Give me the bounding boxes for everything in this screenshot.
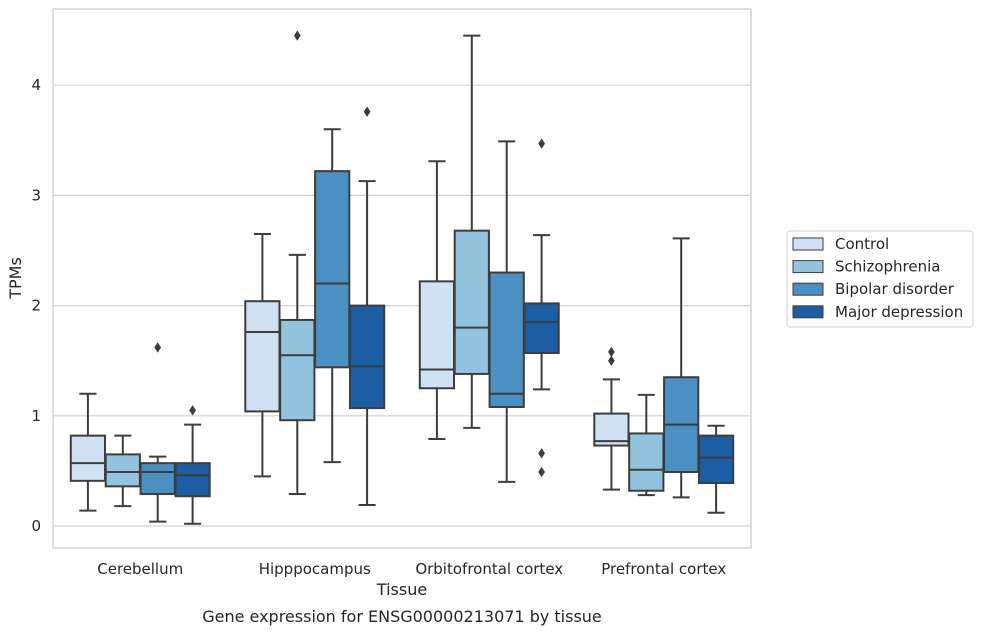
x-tick-label: Cerebellum bbox=[97, 560, 183, 578]
outlier-point bbox=[538, 448, 545, 459]
box-3-0 bbox=[593, 346, 630, 491]
iqr-box bbox=[314, 170, 351, 369]
x-tick-label: Hipppocampus bbox=[259, 560, 371, 578]
y-axis-label: TPMs bbox=[6, 257, 25, 300]
box-1-1 bbox=[279, 30, 316, 496]
outlier-point bbox=[189, 405, 196, 416]
outlier-point bbox=[293, 30, 301, 41]
box-2-3 bbox=[523, 138, 560, 478]
legend-swatch bbox=[792, 305, 824, 319]
y-tick-label: 3 bbox=[31, 186, 41, 204]
plot-area-frame bbox=[52, 8, 752, 549]
box-0-2 bbox=[139, 342, 176, 523]
iqr-box bbox=[453, 229, 490, 375]
iqr-box bbox=[139, 462, 176, 496]
box-1-0 bbox=[244, 232, 281, 478]
legend-label: Control bbox=[835, 235, 889, 253]
box-3-3 bbox=[697, 424, 735, 514]
box-plot-series bbox=[69, 30, 735, 525]
box-1-3 bbox=[348, 106, 386, 507]
iqr-box bbox=[69, 434, 107, 482]
box-0-3 bbox=[174, 405, 211, 525]
iqr-box bbox=[697, 434, 735, 485]
outlier-point bbox=[154, 342, 162, 353]
outlier-point bbox=[538, 466, 545, 478]
y-tick-label: 0 bbox=[31, 517, 41, 535]
y-axis-ticks: 0 1 2 3 4 bbox=[31, 76, 41, 535]
box-2-2 bbox=[488, 140, 525, 483]
legend-swatch bbox=[792, 260, 824, 274]
outlier-point bbox=[538, 138, 545, 149]
legend-swatch bbox=[792, 282, 824, 296]
iqr-box bbox=[628, 432, 665, 492]
figure-caption: Gene expression for ENSG00000213071 by t… bbox=[202, 607, 602, 626]
outlier-point bbox=[608, 346, 615, 358]
outlier-point bbox=[608, 355, 615, 366]
box-1-2 bbox=[314, 128, 351, 464]
y-tick-label: 1 bbox=[31, 407, 41, 425]
iqr-box bbox=[348, 304, 386, 410]
x-axis-label: Tissue bbox=[376, 580, 427, 599]
box-2-0 bbox=[418, 160, 456, 440]
box-0-0 bbox=[69, 392, 107, 512]
iqr-box bbox=[174, 462, 211, 498]
iqr-box bbox=[418, 280, 456, 390]
legend-label: Schizophrenia bbox=[835, 258, 940, 276]
x-axis-ticks: Cerebellum Hipppocampus Orbitofrontal cort… bbox=[97, 560, 726, 578]
outlier-point bbox=[363, 106, 371, 117]
iqr-box bbox=[244, 300, 281, 413]
y-tick-label: 4 bbox=[31, 76, 41, 94]
iqr-box bbox=[523, 302, 560, 354]
legend-label: Bipolar disorder bbox=[835, 280, 955, 298]
box-3-2 bbox=[663, 237, 700, 499]
iqr-box bbox=[104, 453, 141, 488]
legend: Control Schizophrenia Bipolar disorder Majo… bbox=[786, 230, 974, 328]
legend-label: Major depression bbox=[835, 303, 963, 321]
iqr-box bbox=[488, 271, 525, 408]
box-2-1 bbox=[453, 34, 490, 429]
x-tick-label: Prefrontal cortex bbox=[601, 560, 726, 578]
y-tick-label: 2 bbox=[31, 297, 41, 315]
x-tick-label: Orbitofrontal cortex bbox=[415, 560, 563, 578]
box-0-1 bbox=[104, 434, 141, 508]
box-3-1 bbox=[628, 393, 665, 497]
legend-frame bbox=[786, 230, 974, 328]
iqr-box bbox=[279, 318, 316, 422]
legend-swatch bbox=[792, 237, 824, 251]
grid-lines bbox=[53, 84, 751, 527]
